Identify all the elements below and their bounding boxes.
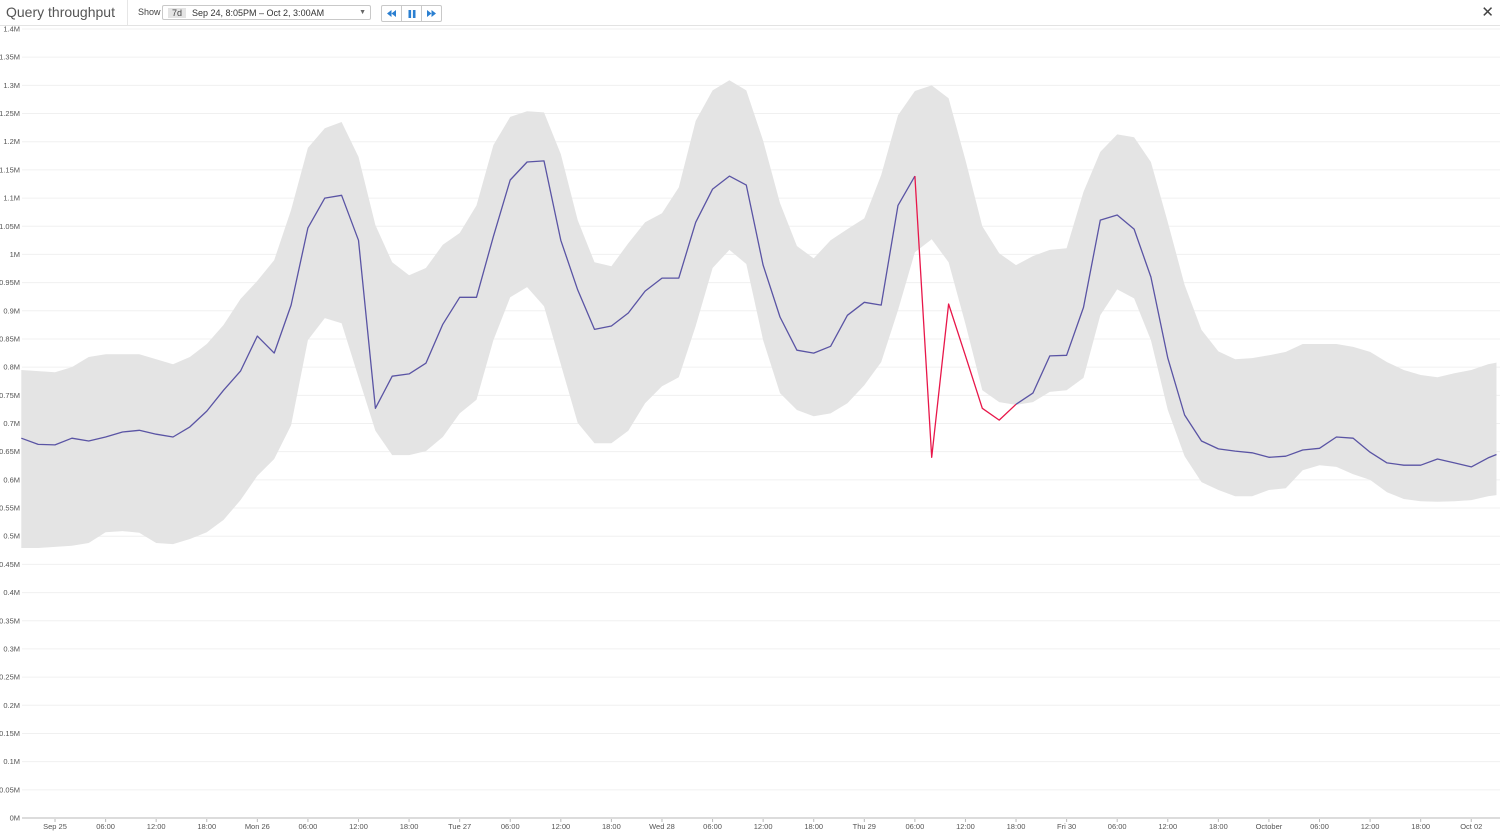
fast-forward-icon bbox=[427, 10, 436, 17]
y-tick-label: 0.8M bbox=[3, 363, 20, 372]
y-tick-label: 0.65M bbox=[0, 447, 20, 456]
y-tick-label: 0.55M bbox=[0, 504, 20, 513]
rewind-icon bbox=[387, 10, 396, 17]
x-tick-label: 18:00 bbox=[197, 822, 216, 831]
x-tick-label: 18:00 bbox=[602, 822, 621, 831]
chevron-down-icon: ▼ bbox=[359, 9, 366, 16]
y-tick-label: 0.85M bbox=[0, 334, 20, 343]
y-tick-label: 0.3M bbox=[3, 644, 20, 653]
x-tick-label: Mon 26 bbox=[245, 822, 270, 831]
panel-title: Query throughput bbox=[6, 4, 115, 20]
expected-range-band bbox=[21, 80, 1497, 549]
y-tick-label: 1.25M bbox=[0, 109, 20, 118]
x-tick-label: 18:00 bbox=[804, 822, 823, 831]
x-tick-label: 18:00 bbox=[400, 822, 419, 831]
y-tick-label: 0.05M bbox=[0, 785, 20, 794]
x-tick-label: October bbox=[1256, 822, 1283, 831]
x-tick-label: Sep 25 bbox=[43, 822, 67, 831]
x-tick-label: Fri 30 bbox=[1057, 822, 1076, 831]
x-tick-label: 12:00 bbox=[147, 822, 166, 831]
y-tick-label: 0.7M bbox=[3, 419, 20, 428]
x-tick-label: 06:00 bbox=[905, 822, 924, 831]
x-tick-label: 12:00 bbox=[551, 822, 570, 831]
x-tick-label: 18:00 bbox=[1209, 822, 1228, 831]
x-tick-label: 06:00 bbox=[299, 822, 318, 831]
y-tick-label: 0.1M bbox=[3, 757, 20, 766]
anomaly-line bbox=[914, 176, 1017, 458]
x-tick-label: Thu 29 bbox=[853, 822, 876, 831]
y-tick-label: 1.1M bbox=[3, 194, 20, 203]
show-label: Show bbox=[138, 7, 161, 17]
y-tick-label: 1M bbox=[10, 250, 20, 259]
y-tick-label: 0.2M bbox=[3, 701, 20, 710]
divider bbox=[127, 0, 128, 25]
x-tick-label: 18:00 bbox=[1007, 822, 1026, 831]
y-tick-label: 0.9M bbox=[3, 306, 20, 315]
x-tick-label: 06:00 bbox=[1310, 822, 1329, 831]
x-tick-label: 06:00 bbox=[1108, 822, 1127, 831]
time-range-select[interactable]: 7d Sep 24, 8:05PM – Oct 2, 3:00AM ▼ bbox=[162, 5, 371, 20]
x-tick-label: 12:00 bbox=[349, 822, 368, 831]
close-icon[interactable]: ✕ bbox=[1481, 4, 1494, 21]
x-tick-label: Oct 02 bbox=[1460, 822, 1482, 831]
y-tick-label: 1.35M bbox=[0, 53, 20, 62]
y-tick-label: 0.5M bbox=[3, 532, 20, 541]
y-tick-label: 0.95M bbox=[0, 278, 20, 287]
y-tick-label: 1.3M bbox=[3, 81, 20, 90]
x-tick-label: 18:00 bbox=[1411, 822, 1430, 831]
y-tick-label: 1.15M bbox=[0, 165, 20, 174]
x-tick-label: 06:00 bbox=[703, 822, 722, 831]
x-tick-label: 12:00 bbox=[754, 822, 773, 831]
range-badge: 7d bbox=[168, 8, 187, 18]
series-line bbox=[1015, 214, 1497, 468]
y-tick-label: 0.35M bbox=[0, 616, 20, 625]
y-tick-label: 0.4M bbox=[3, 588, 20, 597]
x-tick-label: 12:00 bbox=[1158, 822, 1177, 831]
y-tick-label: 1.2M bbox=[3, 137, 20, 146]
rewind-button[interactable] bbox=[382, 6, 402, 21]
y-tick-label: 0.45M bbox=[0, 560, 20, 569]
y-tick-label: 0M bbox=[10, 814, 20, 823]
x-tick-label: 06:00 bbox=[501, 822, 520, 831]
y-tick-label: 1.4M bbox=[3, 25, 20, 34]
pause-icon bbox=[408, 9, 415, 18]
x-tick-label: 06:00 bbox=[96, 822, 115, 831]
x-tick-label: 12:00 bbox=[956, 822, 975, 831]
y-tick-label: 0.15M bbox=[0, 729, 20, 738]
series-line bbox=[21, 160, 916, 446]
y-tick-label: 0.75M bbox=[0, 391, 20, 400]
y-tick-label: 0.6M bbox=[3, 475, 20, 484]
playback-controls bbox=[381, 5, 442, 22]
pause-button[interactable] bbox=[402, 6, 422, 21]
y-tick-label: 1.05M bbox=[0, 222, 20, 231]
y-tick-label: 0.25M bbox=[0, 673, 20, 682]
fast-forward-button[interactable] bbox=[422, 6, 441, 21]
x-tick-label: 12:00 bbox=[1361, 822, 1380, 831]
x-tick-label: Tue 27 bbox=[448, 822, 471, 831]
range-text: Sep 24, 8:05PM – Oct 2, 3:00AM bbox=[192, 8, 325, 18]
panel-header: Query throughput Show 7d Sep 24, 8:05PM … bbox=[0, 0, 1500, 26]
x-tick-label: Wed 28 bbox=[649, 822, 675, 831]
